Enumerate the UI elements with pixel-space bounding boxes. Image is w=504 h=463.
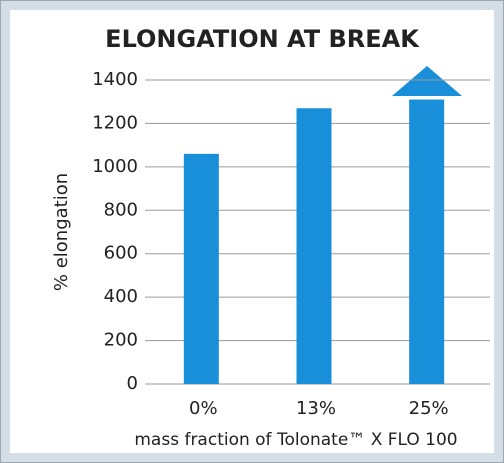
x-tick-label: 13% — [296, 398, 336, 419]
y-tick-label: 800 — [104, 199, 138, 220]
x-axis-label: mass fraction of Tolonate™ X FLO 100 — [134, 430, 457, 450]
y-axis-label: % elongation — [51, 173, 72, 291]
x-tick-label: 25% — [409, 398, 449, 419]
bar — [183, 153, 219, 384]
arrow-annotation — [392, 66, 462, 96]
bar — [409, 99, 445, 385]
y-tick-label: 600 — [104, 243, 138, 264]
y-tick-label: 0 — [127, 373, 138, 394]
y-tick-label: 1400 — [92, 69, 138, 90]
bar — [296, 108, 332, 384]
y-tick-label: 1200 — [92, 112, 138, 133]
y-tick-label: 1000 — [92, 156, 138, 177]
x-tick-label: 0% — [189, 398, 218, 419]
chart-title: ELONGATION AT BREAK — [105, 25, 420, 53]
y-tick-label: 400 — [104, 286, 138, 307]
y-tick-label: 200 — [104, 330, 138, 351]
